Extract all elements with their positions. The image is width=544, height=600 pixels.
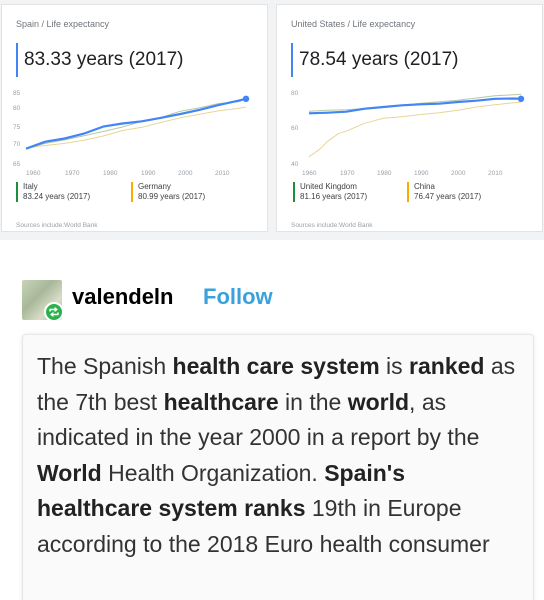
quote-bold-segment: world [347,388,410,415]
quote-segment: 19th in Europe according to the 2018 Eur… [37,495,490,557]
x-tick-label: 1990 [414,170,429,177]
quote-bold-segment: health care system [172,353,380,379]
quote-segment: The Spanish [37,353,173,379]
headline-value: 78.54 years (2017) [291,43,459,77]
legend-name: Germany [138,182,171,191]
follow-button[interactable]: Follow [203,284,273,309]
series-line-spain [25,97,247,150]
quote-segment: in the [278,388,348,415]
plot-area [308,93,525,158]
life-expectancy-chart[interactable]: 85 80 75 70 65 1960 1970 1980 1990 2000 … [2,83,267,178]
legend-name: China [414,182,435,191]
x-tick-label: 1960 [26,170,41,177]
legend-name: Italy [23,182,38,191]
breadcrumb[interactable]: United States / Life expectancy [291,19,416,29]
y-tick-label: 40 [291,161,299,168]
series-line-united-states [308,97,522,115]
x-tick-label: 1990 [141,170,156,177]
quote-segment: , as indicated in the year 2000 in a rep… [37,388,480,451]
series-line-china [308,101,522,158]
source-note: Sources include:World Bank [16,222,98,229]
post-header: valendeln Follow [22,280,522,322]
x-axis-ticks: 1960 1970 1980 1990 2000 2010 [26,170,230,177]
x-tick-label: 2010 [488,170,503,177]
plot-area [25,95,250,150]
y-tick-label: 80 [13,105,21,112]
x-tick-label: 1970 [340,170,355,177]
quote-bold-segment: healthcare [163,388,279,415]
quote-segment: as the 7th best [37,353,516,415]
legend-item-germany[interactable]: Germany 80.99 years (2017) [131,182,205,202]
series-endpoint-marker [517,95,525,102]
y-axis-ticks: 85 80 75 70 65 [13,90,21,168]
chart-card-spain[interactable]: Spain / Life expectancy 83.33 years (201… [1,4,268,232]
reblog-icon [44,302,64,322]
y-tick-label: 85 [13,90,21,97]
legend-value: 81.16 years (2017) [300,192,368,201]
x-tick-label: 2010 [215,170,230,177]
quote-card: The Spanish health care system is ranked… [22,334,534,600]
y-tick-label: 80 [291,90,299,97]
quote-bold-segment: ranked [409,353,485,379]
legend-item-china[interactable]: China 76.47 years (2017) [407,182,481,202]
series-line-germany [25,106,247,149]
quote-bold-segment: Spain's healthcare system ranks [37,459,406,522]
x-tick-label: 2000 [178,170,193,177]
legend-item-italy[interactable]: Italy 83.24 years (2017) [16,182,90,202]
y-tick-label: 60 [291,125,299,132]
x-tick-label: 2000 [451,170,466,177]
x-tick-label: 1980 [377,170,392,177]
breadcrumb[interactable]: Spain / Life expectancy [16,19,110,29]
y-tick-label: 75 [13,124,21,131]
quote-segment: Health Organization. [101,459,325,486]
y-tick-label: 70 [13,141,21,148]
legend-value: 80.99 years (2017) [138,192,206,201]
x-tick-label: 1960 [302,170,317,177]
search-results-charts: Spain / Life expectancy 83.33 years (201… [0,0,544,240]
y-tick-label: 65 [13,161,21,168]
username[interactable]: valendeln [72,284,174,309]
legend-value: 83.24 years (2017) [23,192,91,201]
y-axis-ticks: 80 60 40 [291,90,299,168]
quote-bold-segment: World [37,459,102,486]
quote-segment: is [379,353,410,379]
chart-card-united-states[interactable]: United States / Life expectancy 78.54 ye… [276,4,543,232]
headline-value: 83.33 years (2017) [16,43,184,77]
life-expectancy-chart[interactable]: 80 60 40 1960 1970 1980 1990 2000 2010 [277,83,542,178]
x-tick-label: 1970 [65,170,80,177]
series-line-united-kingdom [308,93,522,112]
legend-item-united-kingdom[interactable]: United Kingdom 81.16 years (2017) [293,182,367,202]
x-axis-ticks: 1960 1970 1980 1990 2000 2010 [302,170,503,177]
quote-text: The Spanish health care system is ranked… [37,349,517,563]
legend-name: United Kingdom [300,182,357,191]
source-note: Sources include:World Bank [291,222,373,229]
series-endpoint-marker [242,95,250,102]
x-tick-label: 1980 [103,170,118,177]
legend-value: 76.47 years (2017) [414,192,482,201]
